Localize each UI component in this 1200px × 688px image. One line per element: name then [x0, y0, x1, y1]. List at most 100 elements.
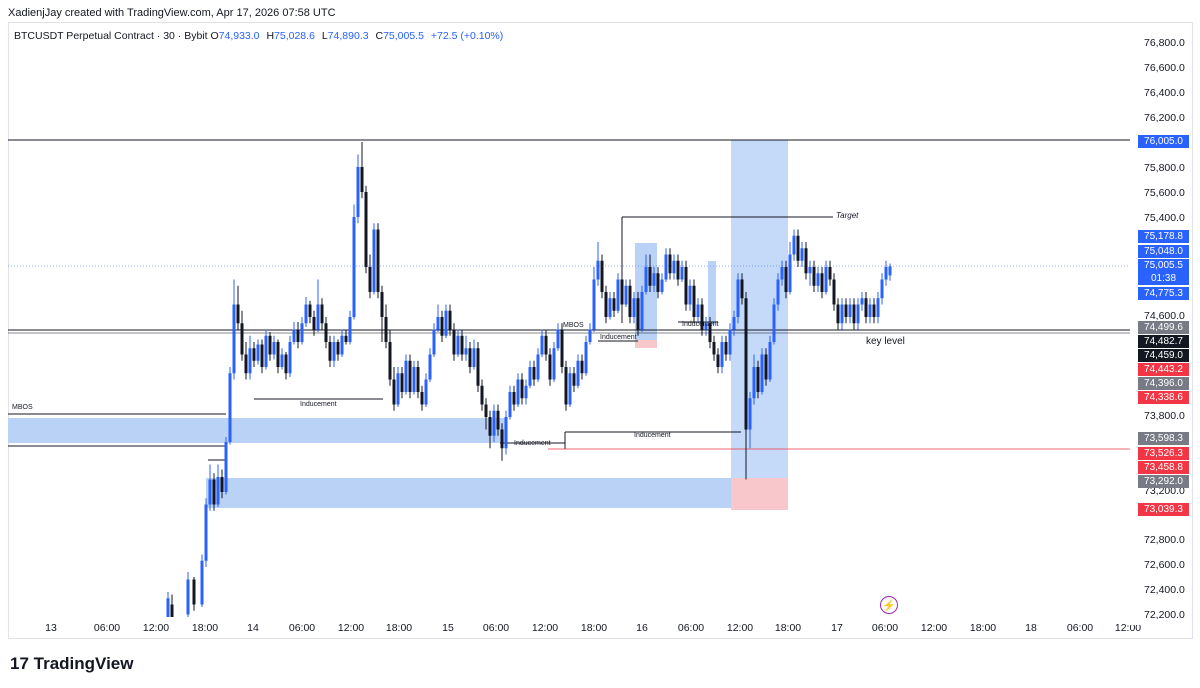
candle-body — [432, 329, 436, 355]
candle-body — [640, 292, 644, 330]
candle-body — [768, 342, 772, 380]
fvg-zone — [708, 261, 716, 325]
candle-body — [408, 360, 412, 392]
candle-body — [220, 477, 224, 492]
inducement-label-2: Inducement — [514, 440, 551, 447]
candle-body — [232, 304, 236, 374]
candle-body — [260, 344, 264, 367]
inducement-label-3: Inducement — [600, 334, 637, 341]
candle-body — [616, 279, 620, 311]
change-value: +72.5 (+0.10%) — [430, 30, 504, 42]
candle-body — [872, 304, 876, 317]
candle-body — [312, 317, 316, 330]
candle-body — [528, 367, 532, 386]
time-tick-label: 12:00 — [531, 622, 559, 634]
candle-body — [704, 323, 708, 330]
price-tick-label: 75,600.0 — [1144, 187, 1185, 199]
time-tick-label: 18:00 — [969, 622, 997, 634]
price-badge: 73,039.3 — [1138, 503, 1189, 516]
candle-body — [752, 367, 756, 399]
candle-body — [832, 279, 836, 305]
candle-body — [708, 323, 712, 342]
close-value: 75,005.5 — [383, 30, 424, 42]
candle-body — [844, 304, 848, 317]
candle-body — [464, 348, 468, 355]
price-tick-label: 72,600.0 — [1144, 559, 1185, 571]
time-tick-label: 06:00 — [1066, 622, 1094, 634]
time-tick-label: 15 — [442, 622, 454, 634]
candle-body — [724, 342, 728, 355]
candle-body — [268, 335, 272, 355]
price-badge: 74,443.2 — [1138, 363, 1189, 376]
candle-body — [372, 229, 376, 292]
candle-body — [720, 342, 724, 367]
time-tick-label: 06:00 — [93, 622, 121, 634]
candle-body — [852, 304, 856, 324]
candle-body — [840, 304, 844, 324]
candle-body — [588, 329, 592, 342]
time-tick-label: 17 — [831, 622, 843, 634]
candle-body — [400, 373, 404, 392]
time-axis[interactable]: 13 06:00 12:00 18:00 14 06:00 12:00 18:00 15 06:0… — [8, 622, 1141, 638]
candle-body — [252, 348, 256, 361]
time-tick-label: 12:00 — [726, 622, 754, 634]
candle-body — [796, 235, 800, 261]
candle-body — [660, 279, 664, 292]
tv-logo-icon: 17 — [10, 654, 29, 673]
candle-body — [656, 273, 660, 292]
candle-body — [536, 354, 540, 380]
candlestick-plot[interactable] — [8, 23, 1130, 623]
candle-body — [684, 267, 688, 305]
candle-body — [760, 354, 764, 392]
candle-body — [540, 335, 544, 355]
price-tick-label: 73,200.0 — [1144, 485, 1185, 497]
price-tick-label: 75,400.0 — [1144, 212, 1185, 224]
flash-icon[interactable]: ⚡ — [880, 596, 898, 614]
candle-body — [256, 344, 260, 361]
candle-body — [736, 279, 740, 317]
attribution-text: XadienjJay created with TradingView.com,… — [8, 7, 336, 19]
candle-body — [380, 292, 384, 317]
candle-body — [888, 266, 892, 276]
candle-body — [552, 348, 556, 380]
candle-body — [728, 329, 732, 355]
candle-body — [212, 479, 216, 505]
candle-body — [516, 379, 520, 405]
candle-body — [216, 477, 220, 505]
tradingview-logo[interactable]: 17 TradingView — [10, 654, 133, 674]
candle-body — [668, 254, 672, 274]
open-value: 74,933.0 — [218, 30, 260, 42]
candle-body — [472, 348, 476, 367]
price-badge: 75,178.8 — [1138, 230, 1189, 243]
candle-body — [568, 373, 572, 405]
candle-body — [828, 267, 832, 280]
price-badge: 73,526.3 — [1138, 447, 1189, 460]
candle-body — [228, 373, 232, 442]
candle-body — [300, 323, 304, 342]
candle-body — [824, 267, 828, 292]
price-badge: 73,598.3 — [1138, 432, 1189, 445]
candle-body — [820, 273, 824, 292]
candle-body — [288, 342, 292, 374]
time-tick-label: 12:00 — [920, 622, 948, 634]
candle-body — [304, 304, 308, 324]
candle-body — [592, 279, 596, 330]
price-badge: 73,458.8 — [1138, 461, 1189, 474]
candle-body — [608, 298, 612, 317]
candle-body — [860, 298, 864, 305]
candle-body — [344, 335, 348, 342]
price-tick-label: 73,800.0 — [1144, 410, 1185, 422]
candle-body — [864, 298, 868, 317]
candle-body — [744, 298, 748, 430]
candle-body — [236, 304, 240, 324]
candle-body — [508, 392, 512, 417]
candle-body — [580, 360, 584, 374]
candle-body — [208, 479, 212, 505]
candle-body — [352, 217, 356, 317]
candle-body — [604, 292, 608, 317]
candle-body — [804, 248, 808, 274]
symbol-title[interactable]: BTCUSDT Perpetual Contract · 30 · Bybit — [14, 30, 208, 42]
candle-body — [492, 410, 496, 436]
candle-body — [764, 354, 768, 380]
candle-body — [364, 192, 368, 267]
